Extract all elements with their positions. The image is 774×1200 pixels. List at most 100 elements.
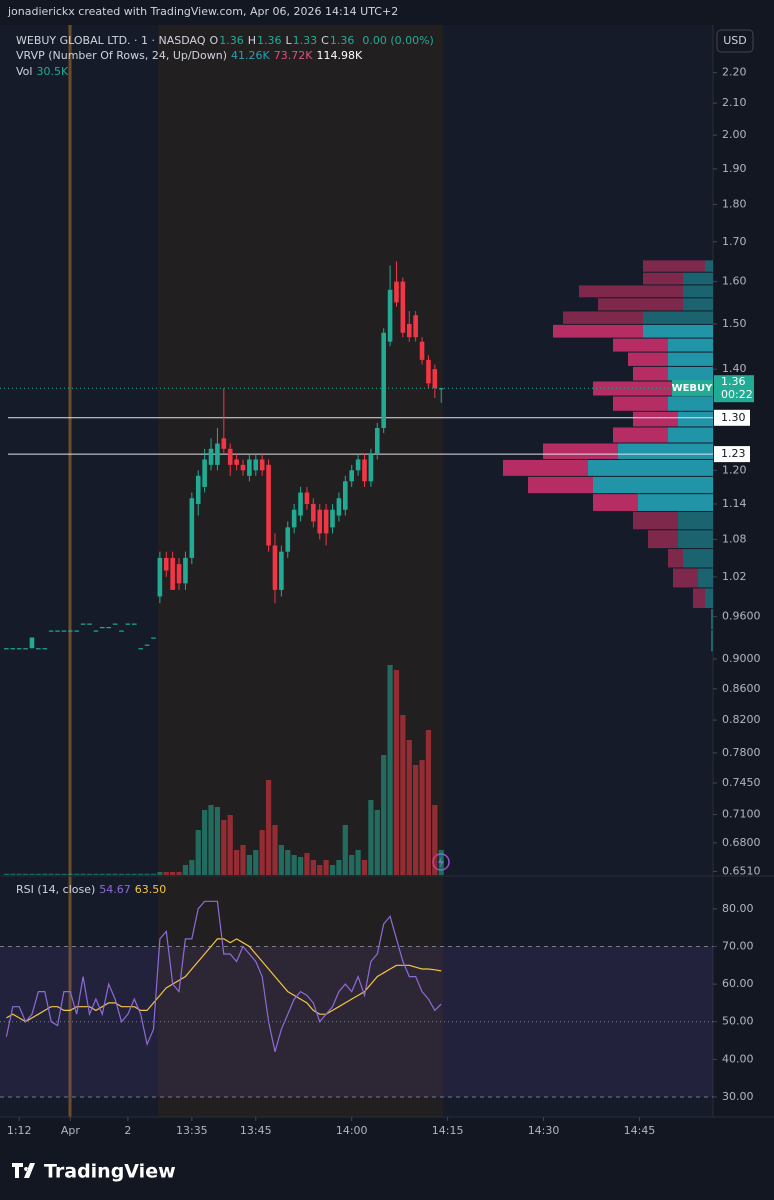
y-tick-label: 1.50 (722, 317, 747, 330)
candle-body (298, 492, 303, 516)
profile-up (638, 494, 713, 511)
candle-body (426, 359, 431, 384)
candle-body (183, 557, 188, 584)
profile-up (643, 324, 713, 338)
y-tick-label: 0.9000 (722, 652, 761, 665)
candle-body (343, 481, 348, 510)
candle-body (259, 459, 265, 471)
volume-bar (182, 865, 189, 875)
rsi-tick-label: 40.00 (722, 1052, 754, 1065)
vrvp-down: 73.72K (273, 49, 313, 62)
candle-body (438, 388, 444, 390)
profile-down (693, 588, 705, 609)
volume-bar (253, 850, 259, 875)
volume-bar (317, 865, 323, 875)
profile-down (633, 411, 678, 427)
candle-body (100, 627, 105, 629)
brand-logo (12, 1163, 35, 1178)
profile-down (643, 260, 705, 272)
vrvp-title: VRVP (Number Of Rows, 24, Up/Down) (16, 49, 228, 62)
currency-button[interactable] (716, 29, 754, 53)
volume-bar (227, 815, 233, 875)
candle-body (247, 459, 252, 476)
volume-bar (35, 873, 41, 875)
y-tick-label: 0.7450 (722, 776, 761, 789)
candle-body (432, 369, 438, 389)
candle-body (125, 623, 131, 625)
currency-label[interactable]: USD (723, 34, 747, 47)
candle-body (106, 627, 112, 629)
candle-body (4, 648, 9, 650)
volume-bar (336, 860, 342, 875)
volume-bar (265, 780, 272, 875)
rsi-ma-line (6, 938, 442, 1023)
symbol-legend: WEBUY GLOBAL LTD. · 1 · NASDAQ O1.36 H1.36… (16, 33, 438, 48)
y-tick-label: 0.8600 (722, 682, 761, 695)
candle-body (330, 509, 335, 528)
volume-bar (419, 760, 425, 875)
vrvp-up: 41.26K (231, 49, 270, 62)
candle-body (336, 498, 342, 516)
x-tick-label: 14:15 (432, 1124, 464, 1137)
volume-bar (144, 873, 150, 875)
profile-up (698, 568, 713, 588)
profile-up (683, 285, 713, 298)
candle-body (74, 630, 80, 632)
volume-bar (374, 810, 380, 875)
volume-bar (387, 665, 393, 875)
candle-body (144, 644, 150, 646)
x-tick-label: 14:30 (528, 1124, 560, 1137)
x-tick-label: 13:45 (240, 1124, 272, 1137)
symbol: WEBUY GLOBAL LTD. · 1 · NASDAQ (16, 34, 206, 47)
profile-up (593, 476, 713, 494)
volume-bar (406, 740, 412, 875)
candle-body (215, 443, 220, 465)
rsi-ma-value: 63.50 (134, 883, 167, 896)
ohlc-key: O (209, 34, 219, 47)
volume-title: Vol (16, 65, 33, 78)
volume-last: 30.5K (36, 65, 69, 78)
price-label: 1.36 (721, 375, 746, 388)
candle-body (387, 289, 393, 342)
candle-body (131, 623, 137, 625)
candle-body (406, 323, 412, 338)
profile-down (563, 311, 643, 324)
profile-down (633, 366, 668, 381)
volume-bar (48, 873, 54, 875)
y-tick-label: 2.10 (722, 96, 747, 109)
y-tick-label: 1.70 (722, 235, 747, 248)
candle-body (93, 630, 99, 632)
volume-bar (170, 871, 176, 875)
candle-body (374, 427, 380, 455)
candle-body (253, 459, 259, 471)
rsi-value: 54.67 (99, 883, 131, 896)
profile-down (628, 352, 668, 366)
candle-body (349, 470, 355, 482)
volume-bar (438, 850, 444, 875)
volume-bar (342, 825, 348, 875)
profile-up (705, 588, 713, 609)
volume-bar (278, 845, 284, 875)
candle-body (266, 464, 271, 546)
profile-down (613, 427, 668, 443)
profile-down (643, 272, 683, 285)
candle-body (29, 637, 35, 649)
volume-bar (413, 765, 419, 875)
volume-bar (3, 873, 9, 875)
y-tick-label: 0.8200 (722, 713, 761, 726)
candle-body (10, 648, 16, 650)
profile-down (648, 530, 678, 549)
volume-bar (29, 873, 35, 875)
ohlc-key: L (285, 34, 292, 47)
volume-bar (329, 865, 336, 875)
volume-bar (157, 871, 163, 875)
volume-bar (189, 860, 195, 875)
candle-body (151, 637, 156, 639)
rsi-tick-label: 30.00 (722, 1090, 754, 1103)
volume-bar (355, 850, 361, 875)
candle-body (362, 459, 367, 482)
profile-up (588, 459, 713, 476)
hline-label: 1.30 (721, 411, 746, 424)
y-tick-label: 1.80 (722, 197, 747, 210)
